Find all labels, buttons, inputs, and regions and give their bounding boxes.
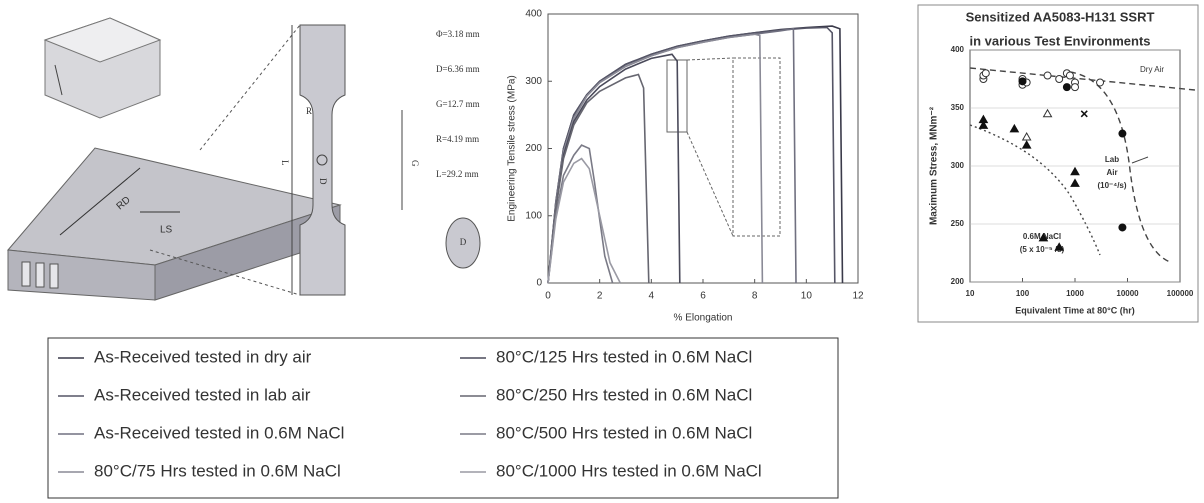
rd-arrow bbox=[59, 167, 141, 236]
x-tick-label: 1000 bbox=[1066, 289, 1084, 298]
small-block-top bbox=[43, 17, 162, 63]
x-tick-label: 6 bbox=[700, 291, 706, 302]
y-tick-label: 100 bbox=[525, 210, 542, 221]
dimension-text: L=29.2 mm bbox=[436, 169, 479, 179]
point bbox=[1042, 108, 1053, 118]
zoom-inset bbox=[666, 57, 781, 237]
l-label: L bbox=[280, 160, 290, 166]
x-tick-label: 100 bbox=[1016, 289, 1030, 298]
point bbox=[1070, 166, 1080, 176]
dimension-text: R=4.19 mm bbox=[436, 134, 479, 144]
projection-line bbox=[149, 249, 301, 296]
x-tick-label: 8 bbox=[752, 291, 758, 302]
legend-label: As-Received tested in dry air bbox=[94, 347, 312, 366]
legend-label: 80°C/75 Hrs tested in 0.6M NaCl bbox=[94, 461, 341, 480]
x-axis-label: Equivalent Time at 80°C (hr) bbox=[1015, 305, 1134, 315]
x-tick-label: 100000 bbox=[1167, 289, 1194, 298]
point bbox=[1021, 131, 1032, 141]
x-tick-label: 4 bbox=[649, 291, 655, 302]
annotation: Lab bbox=[1105, 155, 1119, 164]
annotation: Dry Air bbox=[1140, 65, 1164, 74]
cross-section bbox=[445, 217, 481, 269]
x-axis-label: % Elongation bbox=[674, 313, 733, 324]
x-tick-label: 10000 bbox=[1116, 289, 1139, 298]
point bbox=[978, 120, 989, 129]
point bbox=[1009, 123, 1020, 133]
y-tick-label: 300 bbox=[525, 76, 542, 87]
y-tick-label: 400 bbox=[525, 9, 542, 20]
section-d-label: D bbox=[460, 237, 467, 247]
specimen-diagram: RD LS L G R D D bbox=[7, 17, 481, 301]
y-axis-label: Maximum Stress, MNm⁻² bbox=[929, 106, 940, 225]
point bbox=[1071, 83, 1079, 92]
point bbox=[1070, 178, 1080, 187]
legend-frame bbox=[47, 337, 839, 499]
point bbox=[1043, 71, 1052, 80]
d-label: D bbox=[318, 178, 328, 185]
x-tick-label: 0 bbox=[545, 291, 551, 302]
point bbox=[1038, 232, 1049, 242]
dimension-text: Φ=3.18 mm bbox=[436, 29, 480, 39]
legend-label: 80°C/1000 Hrs tested in 0.6M NaCl bbox=[496, 461, 762, 480]
point bbox=[1054, 242, 1065, 251]
legend-label: 80°C/125 Hrs tested in 0.6M NaCl bbox=[496, 347, 752, 366]
point bbox=[1096, 78, 1105, 87]
dog-bone bbox=[299, 24, 346, 296]
curve bbox=[547, 26, 836, 284]
g-label: G bbox=[410, 160, 420, 167]
point bbox=[1080, 110, 1088, 118]
annotation: (10⁻⁴/s) bbox=[1097, 181, 1126, 190]
point bbox=[1018, 77, 1027, 86]
annotation: Air bbox=[1106, 168, 1117, 177]
legend-label: 80°C/500 Hrs tested in 0.6M NaCl bbox=[496, 423, 752, 442]
curve bbox=[547, 25, 844, 284]
point bbox=[1055, 75, 1064, 83]
x-tick-label: 10 bbox=[966, 289, 975, 298]
y-tick-label: 400 bbox=[951, 45, 965, 54]
y-tick-label: 300 bbox=[951, 161, 965, 170]
specimen-cutouts bbox=[21, 261, 59, 289]
curve bbox=[547, 157, 622, 284]
y-tick-label: 200 bbox=[951, 277, 965, 286]
small-arrow bbox=[54, 64, 63, 96]
ls-label: LS bbox=[160, 225, 173, 236]
chart-title: in various Test Environments bbox=[969, 33, 1150, 48]
curve bbox=[547, 33, 764, 284]
dimension-text: D=6.36 mm bbox=[436, 64, 480, 74]
dimension-text: G=12.7 mm bbox=[436, 99, 480, 109]
point bbox=[1062, 83, 1071, 92]
plot-area bbox=[547, 13, 859, 284]
y-tick-label: 250 bbox=[951, 219, 965, 228]
x-tick-label: 10 bbox=[801, 291, 813, 302]
point bbox=[1118, 129, 1127, 138]
point bbox=[1118, 223, 1127, 232]
annotation: (5 x 10⁻⁵ /s) bbox=[1020, 245, 1065, 254]
point bbox=[1021, 140, 1032, 149]
legend-label: As-Received tested in lab air bbox=[94, 385, 311, 404]
panel-frame bbox=[917, 4, 1199, 323]
y-tick-label: 200 bbox=[525, 143, 542, 154]
projection-line bbox=[199, 24, 301, 151]
r-label: R bbox=[306, 106, 312, 116]
curve bbox=[547, 144, 614, 284]
point bbox=[1065, 71, 1074, 80]
center-mark bbox=[316, 154, 328, 166]
y-tick-label: 0 bbox=[536, 278, 542, 289]
x-tick-label: 12 bbox=[852, 291, 864, 302]
x-tick-label: 2 bbox=[597, 291, 603, 302]
chart-title: Sensitized AA5083-H131 SSRT bbox=[966, 9, 1155, 24]
legend-label: As-Received tested in 0.6M NaCl bbox=[94, 423, 344, 442]
fit-lines bbox=[969, 67, 1196, 263]
curve bbox=[547, 73, 650, 284]
legend-label: 80°C/250 Hrs tested in 0.6M NaCl bbox=[496, 385, 752, 404]
y-axis-label: Engineering Tensile stress (MPa) bbox=[507, 75, 518, 222]
curve bbox=[547, 27, 797, 284]
point bbox=[981, 69, 990, 78]
y-tick-label: 350 bbox=[951, 103, 965, 112]
